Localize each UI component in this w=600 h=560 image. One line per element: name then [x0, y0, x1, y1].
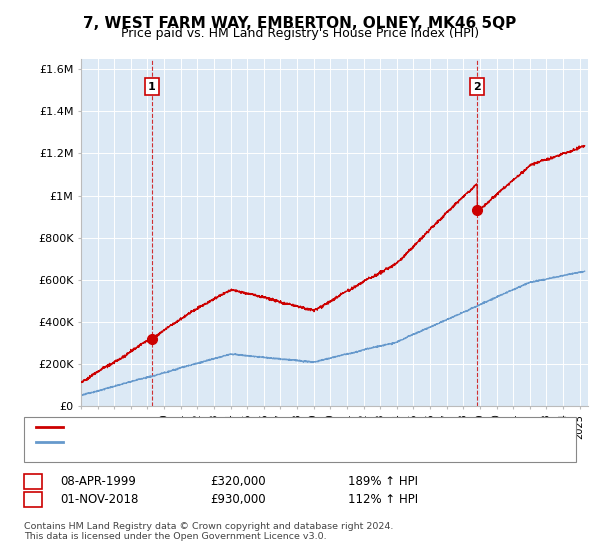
- Text: 189% ↑ HPI: 189% ↑ HPI: [348, 475, 418, 488]
- Text: £930,000: £930,000: [210, 493, 266, 506]
- Text: 112% ↑ HPI: 112% ↑ HPI: [348, 493, 418, 506]
- Text: £320,000: £320,000: [210, 475, 266, 488]
- Text: 7, WEST FARM WAY, EMBERTON, OLNEY, MK46 5QP (detached house): 7, WEST FARM WAY, EMBERTON, OLNEY, MK46 …: [69, 422, 429, 432]
- Text: 08-APR-1999: 08-APR-1999: [60, 475, 136, 488]
- Text: Contains HM Land Registry data © Crown copyright and database right 2024.
This d: Contains HM Land Registry data © Crown c…: [24, 522, 394, 542]
- Text: 7, WEST FARM WAY, EMBERTON, OLNEY, MK46 5QP: 7, WEST FARM WAY, EMBERTON, OLNEY, MK46 …: [83, 16, 517, 31]
- Text: 2: 2: [29, 493, 37, 506]
- Text: 01-NOV-2018: 01-NOV-2018: [60, 493, 139, 506]
- Text: 1: 1: [29, 475, 37, 488]
- Text: HPI: Average price, detached house, Milton Keynes: HPI: Average price, detached house, Milt…: [69, 437, 334, 447]
- Text: 1: 1: [148, 82, 156, 92]
- Text: 2: 2: [473, 82, 481, 92]
- Text: Price paid vs. HM Land Registry's House Price Index (HPI): Price paid vs. HM Land Registry's House …: [121, 27, 479, 40]
